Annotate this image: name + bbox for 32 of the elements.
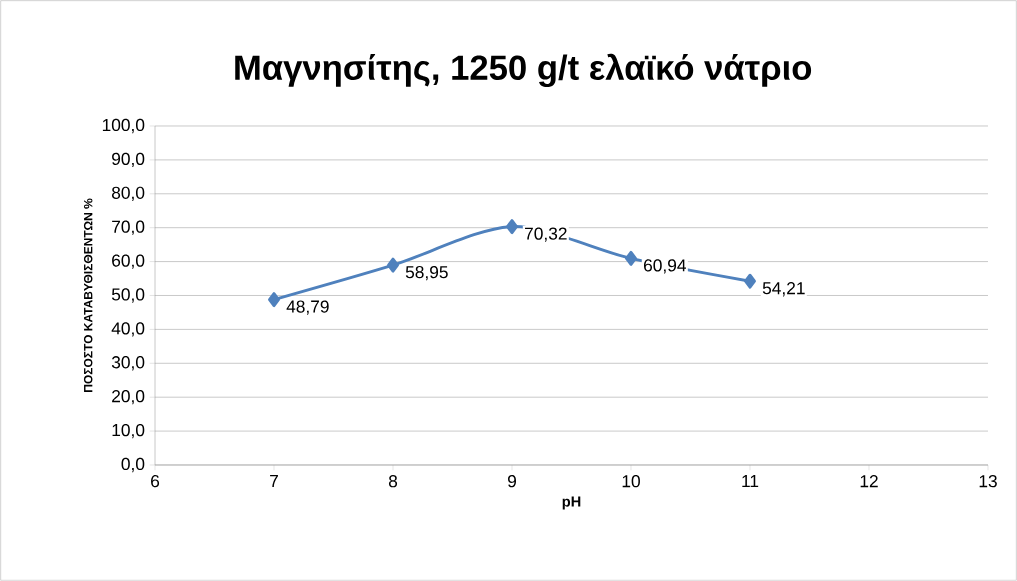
y-tick-label: 40,0 [111,322,145,337]
y-tick-label: 100,0 [102,118,145,134]
data-label: 48,79 [286,300,329,315]
y-tick-label: 70,0 [112,220,145,235]
point [744,273,756,289]
y-tick-label: 20,0 [112,390,145,405]
y-tick-label: 0,0 [121,457,145,473]
x-tick-label: 11 [742,475,759,487]
point [387,257,399,273]
point [506,219,518,235]
data-label: 54,21 [762,282,805,297]
y-tick-label: 10,0 [112,423,145,439]
y-tick-label: 30,0 [111,356,145,371]
y-axis-title: ΠΟΣΟΣΤΟ ΚΑΤΑΒΥΘΙΣΘΕΝΤΩΝ % [83,198,93,392]
x-tick-label: 8 [388,475,398,488]
y-tick-label: 80,0 [111,186,145,201]
y-tick-label: 50,0 [111,288,145,303]
y-tick-label: 90,0 [112,152,145,168]
y-tick-label: 60,0 [112,254,145,269]
x-tick-label: 13 [979,475,997,488]
x-tick-label: 12 [860,475,878,488]
x-tick-label: 7 [270,475,278,487]
data-label: 70,32 [525,227,567,242]
x-axis-title: pH [562,496,581,510]
chart-title: Μαγνησίτης, 1250 g/t ελαϊκό νάτριο [235,53,812,87]
x-tick-label: 6 [151,475,160,488]
data-label: 60,94 [644,259,686,274]
x-tick-label: 10 [622,475,640,488]
point [268,292,280,308]
point [625,250,637,266]
data-label: 58,95 [405,265,448,281]
x-tick-label: 9 [508,475,516,488]
